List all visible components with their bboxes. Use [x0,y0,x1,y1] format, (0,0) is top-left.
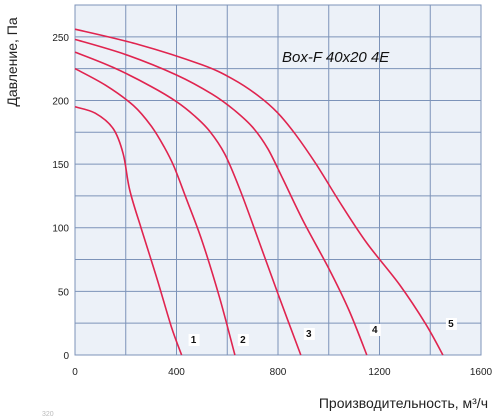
x-tick-label: 400 [168,367,185,378]
y-tick-label: 50 [58,287,70,298]
x-tick-label: 1600 [470,367,493,378]
y-axis-title: Давление, Па [4,17,20,107]
curve-label-3: 3 [306,329,312,340]
curve-label-bg [445,318,457,330]
x-tick-labels: 0 400 800 1200 1600 [72,367,492,378]
curve-4 [74,38,368,356]
y-tick-label: 100 [52,224,69,235]
y-tick-label: 250 [52,33,69,44]
curves [74,28,444,356]
x-axis-title: Производительность, м³/ч [319,395,488,411]
curve-label-bg [303,328,315,340]
footer-text: 320 [42,411,54,418]
curve-label-5: 5 [448,319,454,330]
y-tick-label: 200 [52,96,69,107]
x-tick-label: 800 [270,367,287,378]
curve-5 [74,28,444,356]
chart-title: Box-F 40x20 4E [282,49,390,66]
grid-lines [75,4,481,355]
y-tick-labels: 0 50 100 150 200 250 [52,33,69,362]
curve-3 [74,51,302,356]
y-tick-label: 0 [63,351,69,362]
x-tick-label: 1200 [368,367,391,378]
x-tick-label: 0 [72,367,78,378]
y-tick-label: 150 [52,160,69,171]
curve-label-4: 4 [372,325,378,336]
curve-label-bg [237,334,249,346]
curve-2 [74,67,236,356]
curve-labels: 1 2 3 4 5 [188,318,457,346]
curve-label-bg [188,334,200,346]
curve-label-2: 2 [240,335,246,346]
curve-label-1: 1 [191,335,197,346]
curve-1 [74,106,183,356]
curve-label-bg [369,324,381,336]
